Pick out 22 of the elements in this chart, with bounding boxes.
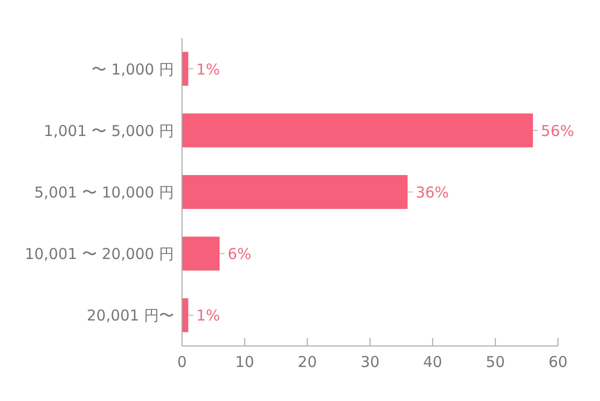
data-label: 1% xyxy=(196,306,220,325)
data-label: 6% xyxy=(228,245,252,264)
y-tick-label: 20,001 円〜 xyxy=(86,306,174,325)
bar xyxy=(182,113,533,148)
data-label: 1% xyxy=(196,60,220,78)
x-tick-label: 50 xyxy=(486,353,505,371)
bar xyxy=(182,175,408,209)
y-tick-label: 1,001 〜 5,000 円 xyxy=(44,122,174,140)
y-tick-label: 5,001 〜 10,000 円 xyxy=(34,184,174,202)
bar xyxy=(182,52,188,86)
x-tick-label: 20 xyxy=(298,353,317,371)
data-label: 56% xyxy=(540,122,574,140)
y-tick-label: 〜 1,000 円 xyxy=(92,60,174,78)
bar xyxy=(182,298,188,332)
x-tick-label: 30 xyxy=(360,353,380,371)
y-tick-label: 10,001 〜 20,000 円 xyxy=(24,245,174,264)
x-tick-label: 10 xyxy=(235,353,254,371)
x-tick-label: 0 xyxy=(177,353,187,371)
bar xyxy=(182,236,220,271)
x-tick-label: 40 xyxy=(423,353,442,371)
data-label: 36% xyxy=(416,184,449,202)
x-tick-label: 60 xyxy=(548,353,568,371)
